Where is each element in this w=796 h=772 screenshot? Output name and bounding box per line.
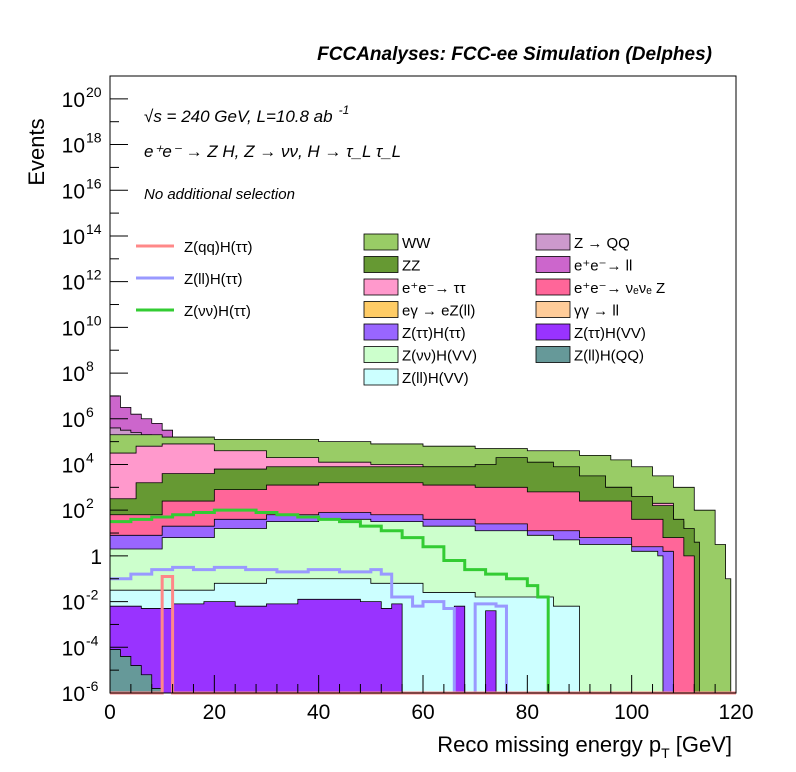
y-axis-label: Events	[24, 118, 49, 185]
y-tick-label-exponent: 20	[86, 84, 102, 100]
y-tick-label-exponent: 12	[86, 267, 102, 283]
y-tick-label-exponent: -4	[86, 632, 99, 648]
legend-label: e⁺e⁻→ ττ	[402, 280, 466, 297]
legend-label: Z(ττ)H(ττ)	[402, 325, 466, 342]
signal-line-z-h-0	[110, 508, 550, 693]
y-tick-label-exponent: 14	[86, 221, 102, 237]
chart-title: FCCAnalyses: FCC-ee Simulation (Delphes)	[317, 44, 712, 65]
x-tick-label: 100	[614, 701, 649, 724]
y-tick-label: 10	[62, 226, 85, 249]
y-tick-label: 10	[62, 89, 85, 112]
y-tick-label-exponent: 6	[86, 404, 94, 420]
y-tick-label: 10	[62, 454, 85, 477]
legend-label: Z(qq)H(ττ)	[184, 239, 253, 256]
x-tick-label: 40	[307, 701, 330, 724]
selection-annotation: No additional selection	[144, 186, 295, 203]
legend-label: WW	[402, 235, 431, 252]
energy-lumi-sup: -1	[339, 103, 350, 117]
legend-fill-swatch	[535, 346, 571, 363]
y-tick-label-exponent: 18	[86, 130, 102, 146]
y-tick-label-exponent: 16	[86, 175, 102, 191]
x-axis-label-sub: T	[661, 745, 670, 761]
legend-fill-swatch	[535, 278, 571, 296]
energy-lumi-annotation: √s = 240 GeV, L=10.8 ab -1	[144, 103, 349, 126]
stack-area-z-h-vv-11	[109, 598, 736, 694]
legend-label: Z(ττ)H(VV)	[574, 325, 646, 342]
legend-label: e⁺e⁻→ νₑνₑ Z	[574, 280, 665, 297]
legend-fill-swatch	[363, 233, 399, 251]
y-tick-label: 10	[62, 180, 85, 203]
y-tick-label: 10	[62, 135, 85, 158]
x-tick-label: 120	[718, 701, 753, 724]
legend-label: e⁺e⁻→ ll	[574, 258, 632, 275]
stack-area-z-qq-3	[109, 427, 736, 694]
legend-fill-swatch	[363, 346, 399, 363]
x-axis-label-unit: [GeV]	[670, 732, 732, 757]
y-tick-label: 10	[62, 317, 85, 340]
y-tick-label: 10	[62, 500, 85, 523]
x-tick-label: 0	[104, 701, 116, 724]
legend-label: Z(ll)H(QQ)	[574, 348, 644, 365]
x-tick-label: 80	[516, 701, 539, 724]
y-tick-label-exponent: 8	[86, 358, 94, 374]
legend-label: Z(ll)H(ττ)	[184, 271, 243, 288]
y-tick-label: 1	[90, 546, 102, 569]
legend-fill-swatch	[535, 301, 571, 318]
legend-label: γγ → ll	[574, 303, 619, 320]
legend-label: Z(ll)H(VV)	[402, 370, 469, 387]
background-legend: WW ZZ e⁺e⁻→ ττ eγ → eZ(ll) Z(ττ)H(ττ) Z(νν)H(…	[363, 233, 665, 387]
legend-label: eγ → eZ(ll)	[402, 303, 475, 320]
y-tick-label: 10	[62, 363, 85, 386]
stacked-background-histograms	[109, 395, 736, 694]
y-tick-label: 10	[62, 272, 85, 295]
signal-line-z-ll-h-1	[110, 565, 508, 695]
y-tick-label-exponent: -6	[86, 678, 99, 694]
legend-fill-swatch	[363, 256, 399, 273]
legend-label: Z(νν)H(VV)	[402, 348, 477, 365]
y-tick-label: 10	[62, 592, 85, 615]
x-axis: 0 20 40 60 80 100 120	[104, 675, 754, 724]
legend-fill-swatch	[535, 233, 571, 251]
process-annotation: e⁺e⁻ → Z H, Z → νν, H → τ_L τ_L	[144, 142, 401, 161]
legend-label: ZZ	[402, 258, 420, 275]
x-axis-label-main: Reco missing energy p	[437, 732, 661, 757]
legend-fill-swatch	[535, 256, 571, 273]
legend-label: Z → QQ	[574, 235, 630, 252]
x-tick-label: 60	[411, 701, 434, 724]
x-tick-label: 20	[203, 701, 226, 724]
legend-fill-swatch	[363, 301, 399, 318]
legend-label: Z(νν)H(ττ)	[184, 303, 251, 320]
legend-fill-swatch	[363, 323, 399, 341]
legend-fill-swatch	[363, 278, 399, 296]
legend-fill-swatch	[363, 368, 399, 386]
signal-legend: Z(qq)H(ττ) Z(ll)H(ττ) Z(νν)H(ττ)	[136, 239, 253, 320]
y-tick-label-exponent: 4	[86, 449, 94, 465]
x-axis-label: Reco missing energy pT [GeV]	[437, 732, 732, 761]
y-tick-label-exponent: -2	[86, 587, 99, 603]
y-tick-label: 10	[62, 637, 85, 660]
y-tick-label: 10	[62, 409, 85, 432]
legend-fill-swatch	[535, 323, 571, 341]
y-tick-label: 10	[62, 683, 85, 706]
energy-lumi-text: √s = 240 GeV, L=10.8 ab	[144, 107, 333, 126]
y-tick-label-exponent: 10	[86, 312, 102, 328]
y-tick-label-exponent: 2	[86, 495, 94, 511]
